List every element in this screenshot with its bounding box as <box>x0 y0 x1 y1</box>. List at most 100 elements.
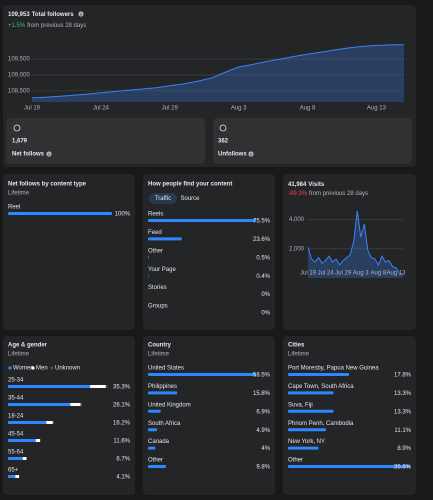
card <box>143 336 275 495</box>
tab: Source <box>180 196 200 202</box>
area <box>32 44 404 102</box>
bar-women <box>8 475 16 478</box>
bar-value: 0% <box>261 292 270 298</box>
follow-icon <box>13 124 21 132</box>
bar-label: Groups <box>148 304 168 310</box>
bar-men <box>35 439 41 442</box>
bar-label: Port Moresby, Papua New Guinea <box>288 366 379 372</box>
bar <box>148 446 156 450</box>
bar-label: 55-64 <box>8 450 24 456</box>
bar-value: 35.6% <box>394 465 412 471</box>
headline: +1.5% from previous 28 days <box>8 23 86 29</box>
card-title: Cities <box>288 343 305 349</box>
x-tick-label: Jul 24 <box>318 271 335 277</box>
bar-men <box>90 385 106 388</box>
bar-label: Your Page <box>148 267 176 273</box>
bar <box>148 391 178 395</box>
stat-label: Unfollows <box>218 152 247 158</box>
x-tick-label: Jul 24 <box>93 106 110 112</box>
bar-women <box>8 403 71 406</box>
info-icon <box>248 151 254 157</box>
bar <box>148 219 256 222</box>
bar-label: Other <box>148 248 163 254</box>
bar-women <box>8 439 36 442</box>
bar <box>288 428 327 432</box>
bar-value: 13.3% <box>394 391 412 397</box>
card-title: Age & gender <box>8 343 48 349</box>
bar-value: 11.6% <box>113 439 130 445</box>
bar-label: Philippines <box>148 384 177 390</box>
bar-label: Reel <box>8 205 20 211</box>
x-tick-label: Aug 8 <box>371 271 387 277</box>
headline-text: Total followers <box>32 12 75 18</box>
legend-swatch <box>8 366 12 370</box>
bar-women <box>8 385 91 388</box>
bar <box>148 428 158 432</box>
x-tick-label: Jul 29 <box>335 271 352 277</box>
bar-label: Feed <box>148 230 162 236</box>
bar-value: 0% <box>261 311 270 317</box>
unfollow-icon <box>219 124 227 132</box>
bar <box>148 274 149 278</box>
bar-value: 11.1% <box>394 428 411 434</box>
bar-women <box>8 421 47 424</box>
y-tick-label: 4,000 <box>289 217 305 223</box>
legend-swatch <box>50 366 54 370</box>
bar-label: 45-54 <box>8 432 24 438</box>
x-tick-label: Aug 8 <box>300 106 316 112</box>
bar-value: 6.9% <box>256 409 270 415</box>
bar-value: 35.3% <box>113 385 131 391</box>
x-tick-label: Aug 3 <box>353 271 369 277</box>
bar-label: Cape Town, South Africa <box>288 384 354 390</box>
bar-label: United States <box>148 366 184 372</box>
line <box>31 44 405 99</box>
bar-label: Other <box>288 458 303 464</box>
stat-value: 1,679 <box>12 139 28 145</box>
legend-swatch <box>31 366 35 370</box>
card-title: Net follows by content type <box>8 182 87 188</box>
bar-value: 8.9% <box>397 446 411 452</box>
bar <box>288 446 319 450</box>
card <box>3 336 135 495</box>
bar-label: South Africa <box>148 421 181 427</box>
bar-value: 4.1% <box>116 475 130 481</box>
headline: -89.3% from previous 28 days <box>288 191 368 197</box>
tab-selected <box>149 193 177 204</box>
x-tick-label: Aug 13 <box>386 271 406 277</box>
bar-value: 100% <box>115 212 131 218</box>
bar-value: 9.8% <box>256 465 270 471</box>
x-tick-label: Aug 13 <box>367 106 387 112</box>
tab: Traffic <box>155 196 171 202</box>
card <box>283 336 416 495</box>
y-tick-label: 109,000 <box>8 73 30 79</box>
legend-label: Men <box>36 366 48 372</box>
x-tick-label: Jul 19 <box>24 106 41 112</box>
bar-women <box>8 457 23 460</box>
x-tick-label: Jul 19 <box>300 271 317 277</box>
bar-label: United Kingdom <box>148 402 191 408</box>
bar <box>288 373 349 376</box>
bar-label: Suva, Fiji <box>288 402 313 408</box>
bar <box>288 409 334 413</box>
bar-value: 58.5% <box>253 373 271 379</box>
stat-label: Net follows <box>12 152 45 158</box>
headline-text: Visits <box>308 182 325 188</box>
bar-value: 0.4% <box>256 274 270 280</box>
bar-label: Stories <box>148 285 167 291</box>
change-value: -89.3% <box>288 191 308 197</box>
bar-men <box>46 421 53 424</box>
legend-label: Unknown <box>55 366 80 372</box>
bar-men <box>70 403 81 406</box>
bar-men <box>15 475 20 478</box>
bar-value: 6.7% <box>116 457 130 463</box>
stat-value: 362 <box>218 139 229 145</box>
bar-label: Canada <box>148 439 170 445</box>
info-icon <box>78 11 84 17</box>
y-tick-label: 108,500 <box>8 88 30 94</box>
card <box>213 118 412 164</box>
bar-label: 65+ <box>8 468 19 474</box>
bar-value: 75.5% <box>253 219 271 225</box>
card-subtitle: Lifetime <box>148 352 170 358</box>
headline-value: 109,953 <box>8 12 30 18</box>
